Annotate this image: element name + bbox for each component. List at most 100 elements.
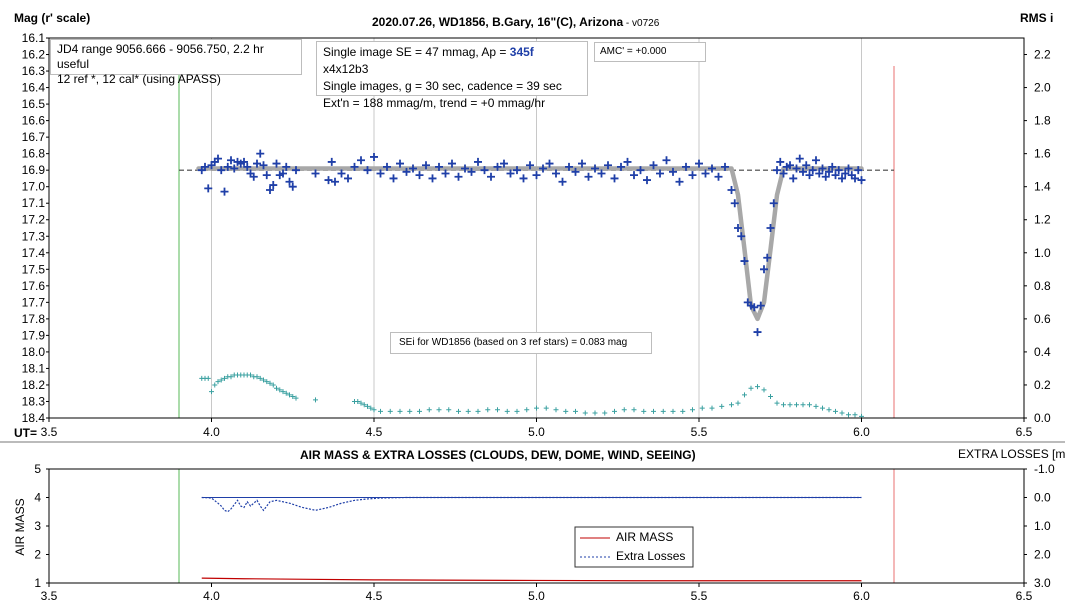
rms-point — [826, 407, 832, 413]
rms-point — [475, 408, 481, 414]
bottom-x-tick-label: 5.0 — [528, 589, 545, 603]
data-point — [350, 162, 359, 171]
data-point — [363, 166, 372, 175]
rms-point — [378, 408, 383, 414]
x-tick-label: 3.5 — [41, 425, 58, 439]
data-point — [769, 199, 778, 208]
rms-point — [768, 394, 773, 400]
data-point — [292, 166, 300, 175]
amc-value: AMC' = +0.000 — [600, 46, 667, 57]
bottom-y-tick-label: 1 — [34, 576, 41, 590]
data-point — [422, 161, 430, 170]
data-point — [834, 166, 843, 175]
magnitude-series — [197, 149, 866, 337]
top-axes — [46, 37, 1027, 422]
data-point — [714, 172, 723, 181]
data-point — [734, 224, 742, 232]
data-point — [204, 184, 213, 193]
bottom-y2-tick-label: 2.0 — [1034, 548, 1051, 562]
rms-point — [387, 408, 393, 414]
y-tick-label: 17.1 — [22, 196, 46, 210]
bottom-y2-tick-label: 1.0 — [1034, 519, 1051, 533]
bottom-y-tick-label: 4 — [34, 491, 41, 505]
data-point — [750, 303, 759, 312]
data-point — [480, 166, 489, 175]
data-point — [565, 162, 573, 171]
bottom-y-tick-label: 2 — [34, 548, 41, 562]
data-point — [526, 161, 534, 170]
bottom-plot-frame — [48, 468, 1025, 584]
rms-point — [563, 408, 569, 414]
bottom-axes — [46, 468, 1027, 587]
data-point — [776, 157, 785, 166]
bottom-y-tick-label: 3 — [34, 519, 41, 533]
data-point — [688, 171, 697, 180]
rms-point — [573, 408, 578, 414]
chart-title: 2020.07.26, WD1856, B.Gary, 16"(C), Ariz… — [372, 15, 660, 29]
data-point — [558, 177, 567, 186]
data-point — [649, 161, 658, 170]
data-point — [656, 169, 664, 178]
bottom-series — [201, 496, 862, 582]
rms-point — [631, 407, 637, 413]
rms-point — [267, 380, 273, 386]
y-tick-label: 17.8 — [22, 312, 46, 326]
bottom-legend — [574, 526, 694, 568]
bottom-right-axis-label: EXTRA LOSSES [mag] — [958, 447, 1065, 461]
data-point — [240, 157, 248, 166]
bottom-x-tick-label: 6.0 — [853, 589, 870, 603]
data-point — [740, 257, 749, 266]
data-point — [623, 157, 632, 166]
rms-point — [264, 379, 270, 385]
rms-point — [748, 385, 754, 391]
bottom-x-tick-label: 3.5 — [41, 589, 58, 603]
rms-point — [800, 402, 806, 408]
data-point — [675, 177, 684, 186]
data-point — [708, 164, 716, 173]
data-point — [324, 176, 333, 185]
data-point — [519, 174, 528, 183]
rms-point — [807, 402, 812, 408]
data-point — [805, 171, 814, 180]
rms-point — [313, 397, 318, 403]
data-point — [838, 174, 846, 183]
rms-point — [755, 384, 760, 390]
bottom-y-tick-label: 5 — [34, 462, 41, 476]
info-jd-line2: 12 ref *, 12 cal* (using APASS) — [57, 72, 221, 86]
data-point — [643, 176, 651, 185]
ut-label: UT= — [14, 426, 37, 440]
top-vertical-lines — [178, 66, 895, 418]
y2-tick-label: 2.2 — [1034, 48, 1051, 62]
y-tick-label: 16.8 — [22, 147, 46, 161]
data-point — [493, 162, 502, 171]
rms-point — [397, 408, 403, 414]
rms-point — [839, 410, 845, 416]
rms-point — [407, 408, 413, 414]
rms-point — [774, 400, 780, 406]
x-tick-label: 4.5 — [366, 425, 383, 439]
y-tick-label: 16.1 — [22, 31, 46, 45]
rms-point — [833, 408, 838, 414]
data-point — [454, 172, 463, 181]
data-point — [230, 164, 239, 173]
rms-point — [719, 403, 725, 409]
data-point — [467, 167, 476, 176]
y-tick-label: 16.4 — [22, 81, 46, 95]
data-point — [818, 164, 827, 173]
y-tick-label: 17.9 — [22, 328, 46, 342]
data-point — [857, 176, 866, 185]
data-point — [799, 167, 807, 176]
rms-point — [699, 405, 705, 411]
y2-tick-label: 1.6 — [1034, 147, 1051, 161]
data-point — [773, 166, 781, 175]
rms-point — [218, 377, 224, 383]
x-tick-label: 4.0 — [203, 425, 220, 439]
data-point — [402, 167, 411, 176]
data-point — [279, 169, 287, 178]
data-point — [396, 159, 404, 168]
y-tick-label: 17.5 — [22, 262, 46, 276]
data-point — [389, 174, 398, 183]
data-point — [383, 162, 391, 171]
legend-extra-label: Extra Losses — [616, 549, 685, 563]
